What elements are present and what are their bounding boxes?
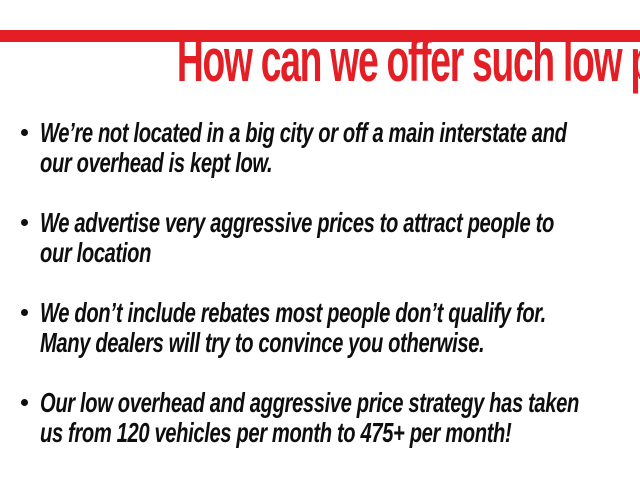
bullet-dot-icon [21, 219, 28, 226]
bullet-line: us from 120 vehicles per month to 475+ p… [40, 417, 512, 448]
bullet-line: We advertise very aggressive prices to a… [40, 207, 554, 238]
top-red-bar [0, 30, 640, 42]
slide: How can we offer such low prices? We’re … [0, 30, 640, 480]
bullet-line: our location [40, 237, 152, 268]
bullet-line: Many dealers will try to convince you ot… [40, 327, 485, 358]
bullet-item: We’re not located in a big city or off a… [18, 118, 624, 178]
bullet-line: We don’t include rebates most people don… [40, 297, 546, 328]
bullet-line: our overhead is kept low. [40, 147, 273, 178]
page-title: How can we offer such low prices? [0, 30, 640, 92]
page-title-text: How can we offer such low prices? [176, 27, 640, 94]
bullet-text: Our low overhead and aggressive price st… [40, 388, 624, 448]
bullet-text: We’re not located in a big city or off a… [40, 118, 624, 178]
bullet-line: Our low overhead and aggressive price st… [40, 387, 579, 418]
bullet-list: We’re not located in a big city or off a… [18, 118, 624, 448]
bullet-dot-icon [21, 309, 28, 316]
bullet-item: Our low overhead and aggressive price st… [18, 388, 624, 448]
bullet-dot-icon [21, 129, 28, 136]
bullet-item: We advertise very aggressive prices to a… [18, 208, 624, 268]
bullet-text: We don’t include rebates most people don… [40, 298, 624, 358]
bullet-dot-icon [21, 399, 28, 406]
bullet-item: We don’t include rebates most people don… [18, 298, 624, 358]
bullet-line: We’re not located in a big city or off a… [40, 117, 567, 148]
bullet-text: We advertise very aggressive prices to a… [40, 208, 624, 268]
